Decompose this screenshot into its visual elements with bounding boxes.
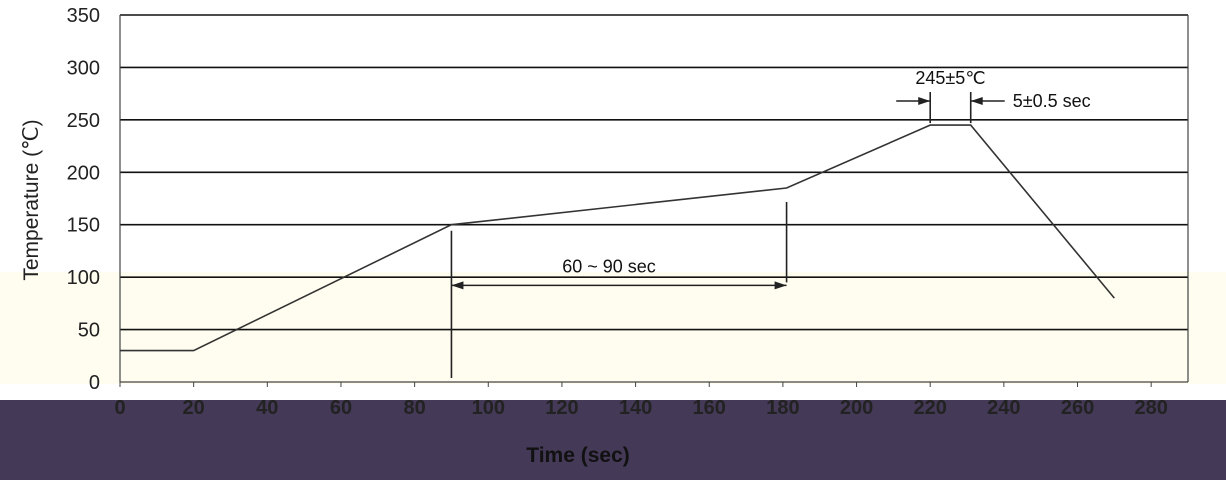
- x-tick-label: 180: [766, 397, 799, 419]
- soak-arrow-right-head: [774, 281, 787, 290]
- y-tick-label: 300: [67, 57, 100, 79]
- x-tick-label: 40: [256, 397, 278, 419]
- overlay-light-panel: [0, 272, 1226, 384]
- x-tick-label: 80: [403, 397, 425, 419]
- peak-time-label: 5±0.5 sec: [1013, 91, 1091, 111]
- peak-arrow-right-head: [970, 97, 983, 105]
- x-tick-label: 140: [619, 397, 652, 419]
- peak-arrow-left-head: [918, 97, 931, 105]
- y-tick-labels: 0 50 100 150 200 250 300 350: [67, 5, 100, 394]
- annotation-layer: 60 ~ 90 sec 245±5℃ 5±0.5 sec: [450, 68, 1091, 378]
- x-tick-label: 220: [914, 397, 947, 419]
- soak-arrow-left-head: [451, 281, 464, 290]
- x-tick-label: 160: [693, 397, 726, 419]
- y-tick-label: 200: [67, 162, 100, 184]
- grid-layer: [120, 14, 1188, 331]
- x-tick-label: 240: [987, 397, 1020, 419]
- y-tick-label: 100: [67, 267, 100, 289]
- x-tick-label: 280: [1134, 397, 1167, 419]
- x-tick-labels: 0 20 40 60 80 100 120 140 160 180 200 220 240 260 280: [114, 397, 1167, 419]
- overlay-dark-panel: [0, 400, 1226, 480]
- y-tick-label: 150: [67, 215, 100, 237]
- y-tick-label: 50: [78, 320, 100, 342]
- soak-time-label: 60 ~ 90 sec: [562, 256, 656, 276]
- peak-temp-label: 245±5℃: [915, 68, 985, 88]
- y-tick-label: 0: [89, 372, 100, 394]
- y-axis-label: Temperature (℃): [20, 119, 43, 280]
- x-tick-label: 100: [472, 397, 505, 419]
- x-axis-label: Time (sec): [526, 444, 630, 467]
- y-tick-label: 350: [67, 5, 100, 27]
- x-tick-label: 120: [545, 397, 578, 419]
- x-tick-label: 20: [183, 397, 205, 419]
- x-tick-label: 260: [1061, 397, 1094, 419]
- x-tick-label: 200: [840, 397, 873, 419]
- x-tick-label: 0: [114, 397, 125, 419]
- reflow-profile-line: [120, 124, 1115, 352]
- curve-layer: [120, 124, 1115, 352]
- plot-frame: [119, 15, 1189, 387]
- x-tick-label: 60: [330, 397, 352, 419]
- y-tick-label: 250: [67, 110, 100, 132]
